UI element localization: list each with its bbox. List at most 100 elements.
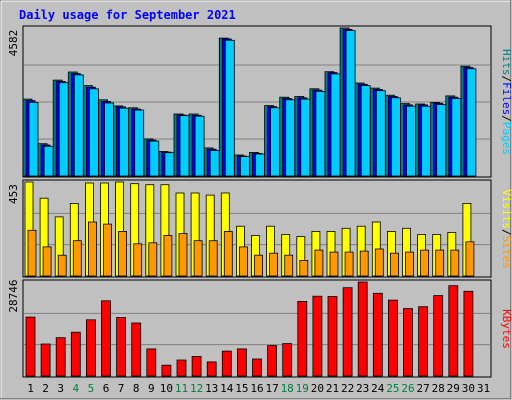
middle-bar-sites-day-6 [103,223,112,277]
top-bar-pages-day-3 [58,82,69,177]
top-bar-pages-day-19 [300,98,311,177]
legend-files: Files [500,82,512,115]
top-bar-pages-day-6 [104,102,114,177]
middle-bar-sites-day-17 [269,252,279,277]
x-tick-label-day-13: 13 [205,382,218,395]
x-tick-label-day-23: 23 [356,382,369,395]
middle-bar-sites-day-21 [329,251,339,277]
bottom-bar-kbytes-day-24 [372,292,383,377]
x-tick-label-day-15: 15 [235,382,248,395]
top-bar-pages-day-11 [179,115,190,177]
middle-bar-sites-day-12 [193,240,203,277]
top-bar-pages-day-29 [451,98,462,177]
bottom-bar-kbytes-day-15 [236,348,247,377]
bottom-bar-kbytes-day-10 [161,364,172,377]
x-tick-label-day-29: 29 [447,382,460,395]
bottom-bar-kbytes-day-8 [131,322,142,377]
top-bar-pages-day-10 [164,152,175,177]
bottom-bar-kbytes-day-13 [206,361,217,377]
top-legend-text: Hits/Files/Pages [500,49,512,155]
bottom-bar-kbytes-day-20 [312,295,323,377]
middle-bar-sites-day-27 [420,249,430,277]
bottom-bar-kbytes-day-11 [176,359,187,377]
middle-bar-sites-day-1 [27,229,37,277]
bottom-bar-kbytes-day-1 [25,316,36,377]
top-bar-pages-day-5 [89,88,99,177]
x-tick-label-day-14: 14 [220,382,234,395]
x-tick-label-day-20: 20 [311,382,324,395]
top-bar-pages-day-15 [239,156,250,177]
x-tick-label-day-2: 2 [42,382,49,395]
x-tick-label-day-12: 12 [190,382,203,395]
bottom-bar-kbytes-day-22 [342,287,353,377]
top-bar-pages-day-18 [285,99,296,177]
legend-hits: Hits [500,49,512,76]
top-bar-pages-day-8 [134,109,145,177]
middle-bar-sites-day-16 [254,254,263,277]
x-tick-label-day-8: 8 [133,382,140,395]
legend-sep-2: / [500,115,512,122]
middle-legend: Visits/Sites [500,189,512,269]
middle-bar-sites-day-8 [133,243,143,277]
x-tick-label-day-22: 22 [341,382,354,395]
bottom-bar-kbytes-day-12 [191,355,202,377]
middle-ymax-label: 453 [7,184,20,204]
middle-bar-sites-day-7 [118,230,127,277]
legend-sites: Sites [500,236,512,269]
middle-bar-sites-day-22 [344,251,354,277]
middle-bar-sites-day-5 [88,221,97,277]
legend-sep-1: / [500,76,512,83]
x-axis-labels: 1 2 3 4 5 6 7 8 9 10 11 12 13 14 15 16 17 18 19 20 21 22 23 24 2… [27,382,490,395]
x-tick-label-day-7: 7 [118,382,125,395]
top-bar-pages-day-4 [73,74,84,177]
top-bar-pages-day-9 [149,140,160,177]
x-tick-label-day-27: 27 [416,382,429,395]
middle-bar-sites-day-2 [42,246,52,277]
x-tick-label-day-21: 21 [326,382,339,395]
middle-bar-sites-day-30 [465,241,475,277]
top-bar-pages-day-23 [360,85,371,177]
middle-legend-text: Visits/Sites [500,189,512,269]
top-bar-pages-day-20 [315,91,326,177]
x-tick-label-day-16: 16 [250,382,263,395]
bottom-bar-kbytes-day-25 [387,299,398,377]
middle-bar-sites-day-13 [208,240,218,277]
bottom-bar-kbytes-day-16 [252,358,262,377]
middle-bar-sites-day-29 [450,249,460,277]
x-tick-label-day-28: 28 [432,382,445,395]
x-tick-label-day-9: 9 [148,382,155,395]
middle-bar-sites-day-19 [299,259,309,277]
bottom-bar-kbytes-day-23 [357,281,368,377]
x-tick-label-day-17: 17 [265,382,278,395]
bottom-bar-kbytes-day-6 [101,300,111,377]
x-tick-label-day-19: 19 [296,382,309,395]
top-bar-pages-day-12 [194,115,205,177]
legend-pages: Pages [500,122,512,155]
x-tick-label-day-18: 18 [281,382,294,395]
bottom-bar-kbytes-day-26 [403,308,413,377]
legend-sep-3: / [500,229,512,236]
x-tick-label-day-4: 4 [72,382,79,395]
top-bar-pages-day-1 [28,102,39,177]
bottom-bar-kbytes-day-29 [448,285,459,377]
middle-bar-sites-day-20 [314,249,324,277]
x-tick-label-day-24: 24 [371,382,385,395]
top-bar-pages-day-30 [466,68,477,177]
x-tick-label-day-30: 30 [462,382,475,395]
bars-layer [22,27,477,377]
middle-bar-sites-day-9 [148,242,158,277]
top-bar-pages-day-21 [330,73,341,177]
middle-bar-sites-day-4 [72,240,82,277]
middle-bar-sites-day-18 [284,254,294,277]
bottom-bar-kbytes-day-5 [86,319,96,377]
bottom-bar-kbytes-day-2 [40,343,51,377]
bottom-bar-kbytes-day-30 [463,290,474,377]
bottom-ymax-label: 28746 [7,279,20,312]
top-ymax-label: 4582 [7,30,20,57]
bottom-bar-kbytes-day-3 [55,337,66,377]
bottom-legend: KBytes [500,309,512,349]
x-tick-label-day-11: 11 [175,382,188,395]
top-bar-pages-day-2 [43,145,54,177]
bottom-bar-kbytes-day-7 [116,317,126,377]
